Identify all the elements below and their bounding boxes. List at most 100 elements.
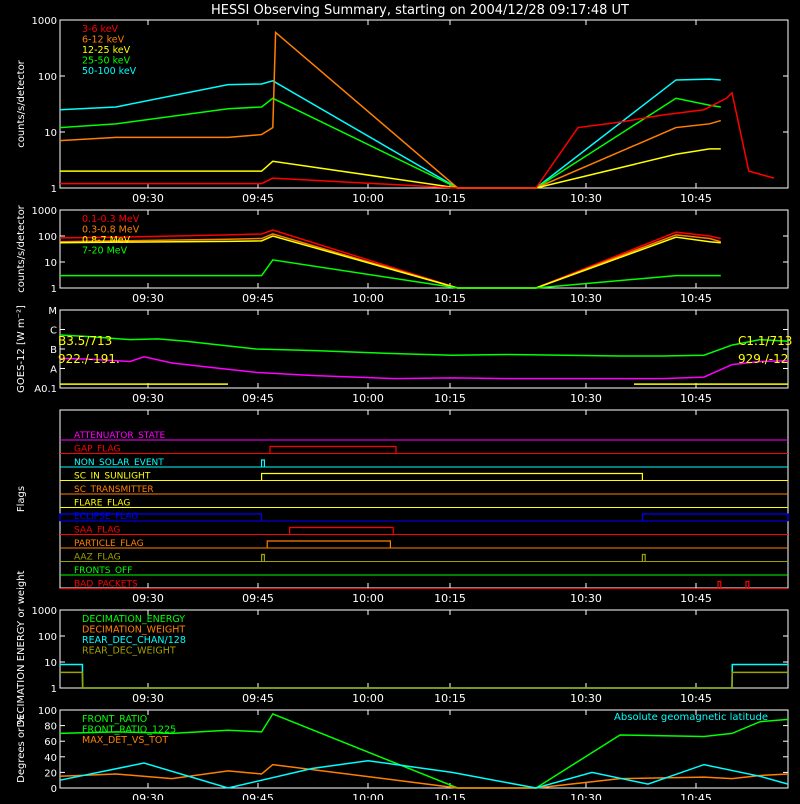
y-tick-label: 60 <box>44 737 57 748</box>
xray-frame <box>59 19 789 189</box>
flag-label: FRONTS_OFF <box>74 566 132 576</box>
y-tick-label: 1 <box>51 284 57 295</box>
x-tick-label: 09:45 <box>242 192 274 205</box>
x-tick-label: 10:45 <box>680 292 712 305</box>
y-axis-label: counts/s/detector <box>16 204 27 292</box>
x-tick-label: 10:30 <box>570 592 602 605</box>
y-tick-label: A0.1 <box>34 384 57 395</box>
legend-entry: DECIMATION_ENERGY <box>82 614 185 625</box>
gamma-frame <box>59 209 789 289</box>
y-tick-label: 1000 <box>32 206 57 217</box>
flag-step <box>641 553 646 562</box>
x-tick-label: 10:00 <box>352 192 384 205</box>
y-tick-label: 10 <box>44 258 57 269</box>
legend-entry: 3-6 keV <box>82 24 119 35</box>
y-axis-label: Degrees or % <box>16 715 27 783</box>
legend-entry: FRONT_RATIO <box>82 714 147 725</box>
ratios-panel: 09:30 09:45 10:00 10:15 10:30 10:45 Degrees or… <box>16 706 789 804</box>
x-tick-label: 10:30 <box>570 692 602 705</box>
x-tick-label: 10:45 <box>680 592 712 605</box>
x-tick-label: 10:00 <box>352 292 384 305</box>
x-tick-label: 10:15 <box>434 292 466 305</box>
series-line <box>59 356 789 380</box>
legend-entry: 12-25 keV <box>82 45 131 56</box>
goes-annotation: 929./-12 <box>738 352 788 366</box>
flag-label: ATTENUATOR_STATE <box>74 431 166 441</box>
y-tick-label: B <box>50 345 57 356</box>
flag-step <box>289 526 394 535</box>
x-tick-label: 09:45 <box>242 392 274 405</box>
series-line <box>60 259 721 289</box>
gamma-panel: 09:30 09:45 10:00 10:15 10:30 10:45 counts/s/d… <box>16 204 789 305</box>
goes-annotation: 922./-191. <box>58 352 120 366</box>
goes-annotation: C1.1/713 <box>738 334 792 348</box>
y-tick-label: C <box>50 326 57 337</box>
flag-step <box>269 445 397 454</box>
goes-panel: 09:30 09:45 10:00 10:15 10:30 10:45 GOES-12 [W… <box>16 305 792 405</box>
x-tick-label: 09:30 <box>132 392 164 405</box>
x-tick-label: 10:30 <box>570 792 602 800</box>
flag-label: PARTICLE_FLAG <box>74 539 144 549</box>
x-tick-label: 09:45 <box>242 792 274 800</box>
y-tick-label: 10 <box>44 128 57 139</box>
flag-step <box>717 580 722 589</box>
series-line <box>59 97 721 189</box>
legend-entry: REAR_DEC_CHAN/128 <box>82 635 186 646</box>
x-tick-label: 10:15 <box>434 192 466 205</box>
decimation-panel: 09:30 09:45 10:00 10:15 10:30 10:45 DECIMATION… <box>16 570 789 727</box>
legend-entry: 25-50 keV <box>82 56 131 67</box>
series-line <box>60 671 788 689</box>
series-line <box>59 30 722 189</box>
flag-step <box>261 459 265 467</box>
legend-entry: MAX_DET_VS_TOT <box>82 735 168 746</box>
y-axis-label: counts/s/detector <box>16 59 27 147</box>
y-tick-label: 100 <box>38 706 57 717</box>
flag-label: NON_SOLAR_EVENT <box>74 458 164 468</box>
x-tick-label: 10:45 <box>680 692 712 705</box>
x-tick-label: 09:30 <box>132 192 164 205</box>
legend-entry: 6-12 keV <box>82 35 125 46</box>
flag-step <box>261 553 265 562</box>
ratios-frame <box>59 709 789 789</box>
x-tick-label: 10:45 <box>680 792 712 800</box>
y-axis-label: DECIMATION ENERGY or weight <box>16 570 27 727</box>
x-tick-label: 10:45 <box>680 192 712 205</box>
flag-label: SC_TRANSMITTER <box>74 485 154 495</box>
x-tick-label: 09:30 <box>132 792 164 800</box>
x-tick-label: 09:45 <box>242 292 274 305</box>
x-tick-label: 10:15 <box>434 692 466 705</box>
legend-entry: 0.8-7 MeV <box>82 235 131 246</box>
series-line <box>59 759 789 789</box>
x-tick-label: 10:45 <box>680 392 712 405</box>
right-annotation: Absolute geomagnetic latitude <box>614 712 768 723</box>
series-line <box>59 229 721 289</box>
legend-entry: 50-100 keV <box>82 66 137 77</box>
y-tick-label: A <box>50 365 57 376</box>
goes-annotation: B3.5/713 <box>58 334 112 348</box>
y-tick-label: 1 <box>51 184 57 195</box>
x-tick-label: 10:00 <box>352 592 384 605</box>
legend-entry: FRONT_RATIO_1225 <box>82 725 176 736</box>
x-tick-label: 10:00 <box>352 792 384 800</box>
flag-label: SC_IN_SUNLIGHT <box>74 472 151 482</box>
y-tick-label: 40 <box>44 753 57 764</box>
xray-panel: 09:30 09:45 10:00 10:15 10:30 10:45 counts/s/d… <box>16 16 789 205</box>
flag-label: GAP_FLAG <box>74 445 120 455</box>
y-tick-label: 1000 <box>32 16 57 27</box>
x-tick-label: 10:15 <box>434 792 466 800</box>
series-line <box>59 763 789 789</box>
x-tick-label: 10:15 <box>434 592 466 605</box>
x-tick-label: 10:15 <box>434 392 466 405</box>
x-tick-label: 10:30 <box>570 192 602 205</box>
y-axis-label: Flags <box>16 486 27 512</box>
series-line <box>59 235 721 289</box>
y-tick-label: 100 <box>38 232 57 243</box>
y-tick-label: M <box>48 306 57 317</box>
legend-entry: DECIMATION_WEIGHT <box>82 625 185 636</box>
x-tick-label: 09:45 <box>242 692 274 705</box>
flags-panel: 09:30 09:45 10:00 10:15 10:30 10:45 Flags ATTEN… <box>16 409 789 605</box>
x-tick-label: 09:30 <box>132 292 164 305</box>
x-tick-label: 10:00 <box>352 392 384 405</box>
flag-step <box>261 472 644 481</box>
